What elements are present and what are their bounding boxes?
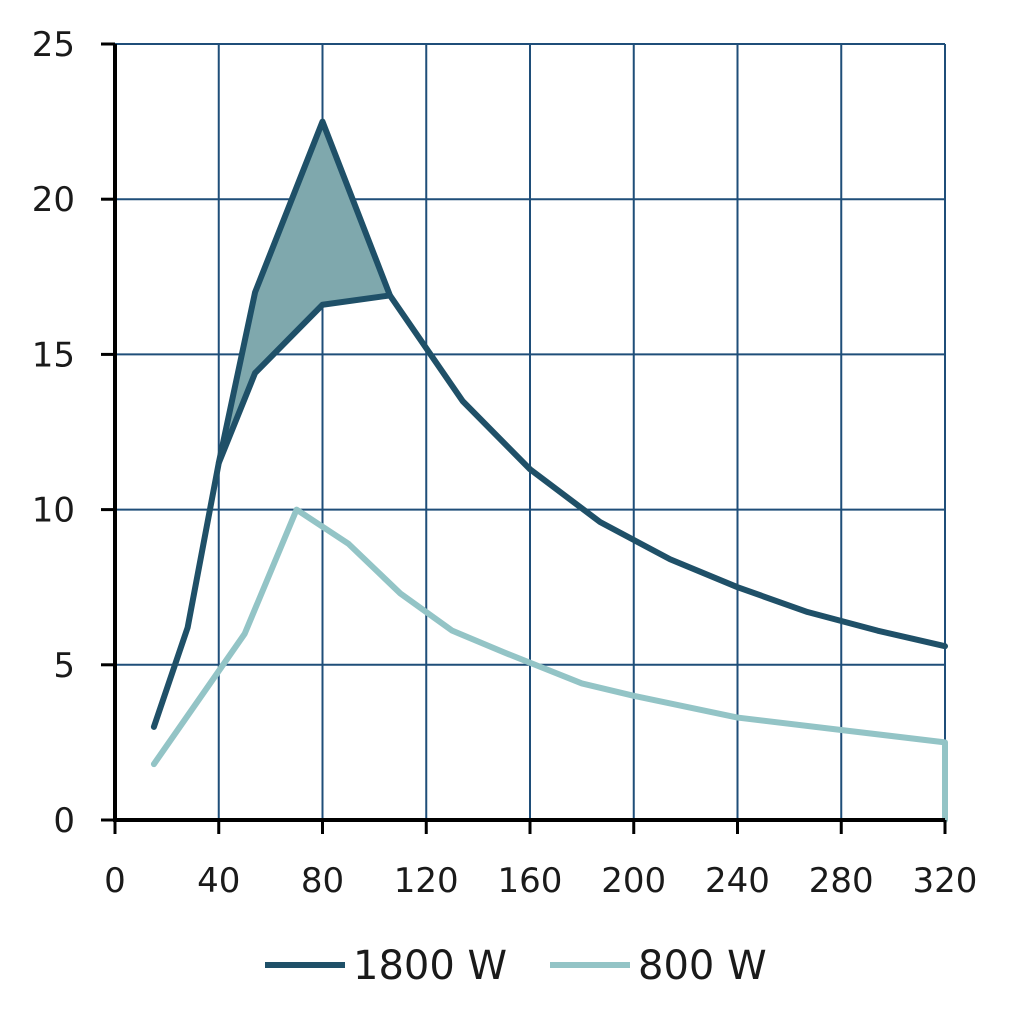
y-tick-label: 20 [32,180,75,220]
axis-layer: 0 5 10 15 20 25 0 40 80 120 160 200 240 280 320 [32,25,978,901]
x-tick-label: 240 [705,861,770,901]
legend-label-1: 800 W [638,943,767,989]
x-tick-label: 120 [394,861,459,901]
x-tick-label: 0 [104,861,126,901]
grid-layer [115,43,946,820]
y-tick-label: 5 [53,646,75,686]
x-tick-label: 280 [809,861,874,901]
y-tick-label: 10 [32,491,75,531]
y-tick-label: 0 [53,801,75,841]
shade-layer [215,118,393,464]
x-tick-label: 80 [301,861,344,901]
x-tick-label: 160 [498,861,563,901]
x-tick-label: 200 [601,861,666,901]
series-line-1 [150,506,948,823]
legend-label-0: 1800 W [353,943,507,989]
peak-shaded-region [218,121,390,464]
y-tick-label: 15 [32,335,75,375]
x-tick-label: 40 [197,861,240,901]
legend-layer: 1800 W 800 W [265,943,767,989]
series-layer [150,292,948,823]
x-tick-label: 320 [913,861,978,901]
peak-upper-line [215,118,393,464]
y-tick-label: 25 [32,25,75,65]
series-line-0 [150,292,948,730]
